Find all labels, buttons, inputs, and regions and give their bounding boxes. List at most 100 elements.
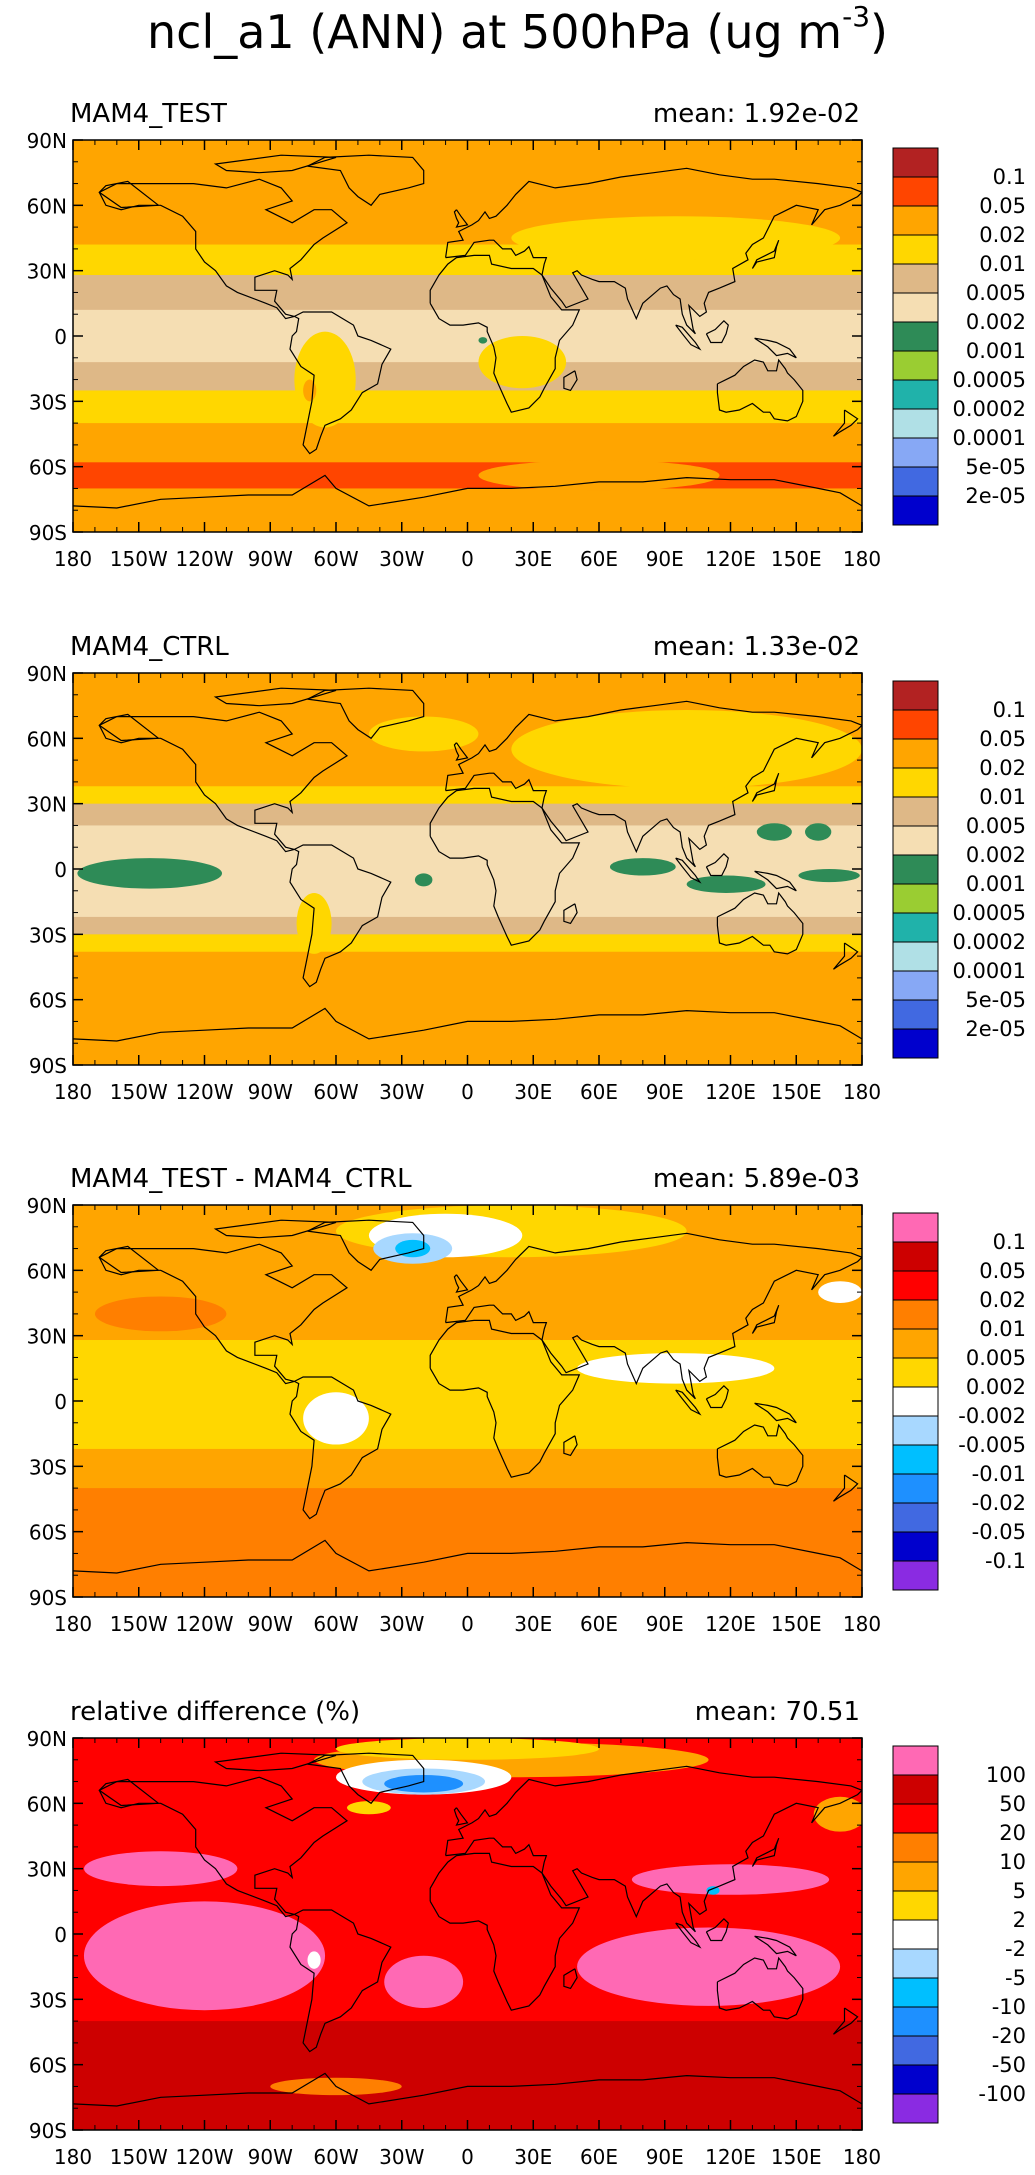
coastline: [213, 1752, 337, 1772]
coastline: [307, 1219, 425, 1272]
colorbar-label: 0.02: [979, 756, 1026, 780]
contour-region: [756, 823, 792, 841]
colorbar-label: 0.005: [966, 814, 1026, 838]
lon-label: 90W: [248, 1080, 293, 1104]
lon-label: 90E: [646, 1080, 684, 1104]
colorbar-diff: 0.1 0.05 0.02 0.01 0.005 0.002 -0.002 -0.005 -0.…: [892, 1212, 1026, 1591]
lat-label: 60S: [29, 2054, 67, 2078]
lat-label: 60S: [29, 456, 67, 480]
coastline: [213, 687, 337, 707]
colorbar-label: -5: [1005, 1966, 1026, 1990]
lat-label: 60N: [27, 194, 67, 218]
lon-label: 30E: [514, 1612, 552, 1636]
lon-label: 180: [54, 1612, 92, 1636]
lat-label: 0: [54, 858, 67, 882]
coastline: [98, 178, 349, 320]
colorbar-swatch: [892, 1212, 939, 1243]
lat-label: 90S: [29, 521, 67, 545]
colorbar-swatch: [892, 1832, 939, 1863]
colorbar-label: 0.005: [966, 281, 1026, 305]
contour-band: [73, 1488, 862, 1597]
coastline: [751, 239, 780, 269]
map-panel-ctrl: MAM4_CTRL mean: 1.33e-02 90N 60N 30N 0 30S 60S 9…: [27, 632, 1026, 1104]
colorbar-label: -0.002: [958, 1404, 1026, 1428]
colorbar-swatch: [892, 1386, 939, 1417]
coastline: [453, 742, 469, 761]
coastline: [73, 474, 862, 509]
colorbar-swatch: [892, 350, 939, 381]
coastline: [754, 337, 797, 359]
coastline: [73, 2072, 862, 2107]
colorbar-swatch: [892, 1774, 939, 1805]
contour-region: [686, 875, 766, 893]
lon-label: 0: [461, 1612, 474, 1636]
coastline: [307, 154, 425, 207]
lat-label: 30S: [29, 390, 67, 414]
lat-label: 90S: [29, 1586, 67, 1610]
contour-band: [73, 2021, 862, 2130]
lon-label: 90W: [248, 1612, 293, 1636]
lon-label: 120W: [176, 2145, 234, 2169]
lon-label: 0: [461, 547, 474, 571]
lon-label: 30W: [379, 547, 424, 571]
coastline: [675, 324, 702, 351]
colorbar-swatch: [892, 147, 939, 178]
lat-label: 90N: [27, 1194, 67, 1218]
colorbar-swatch: [892, 709, 939, 740]
lon-label: 60E: [580, 547, 618, 571]
coastline: [453, 209, 469, 228]
colorbar-label: 0.01: [979, 252, 1026, 276]
lon-label: 30W: [379, 1080, 424, 1104]
lon-label: 150W: [110, 1612, 168, 1636]
colorbar-swatch: [892, 796, 939, 827]
contour-region: [478, 460, 720, 491]
colorbar-label: -0.01: [972, 1462, 1026, 1486]
contour-region: [798, 869, 860, 883]
contour-band: [73, 1340, 862, 1449]
coastline: [754, 1935, 797, 1957]
colorbar-label: 5e-05: [965, 988, 1026, 1012]
colorbar-label: -50: [992, 2053, 1026, 2077]
colorbar-label: -0.02: [972, 1491, 1026, 1515]
contour-region: [577, 1927, 841, 2006]
colorbar-label: 5: [1013, 1879, 1026, 1903]
colorbar-swatch: [892, 941, 939, 972]
coastline: [716, 1423, 804, 1487]
colorbar-label: -0.05: [972, 1520, 1026, 1544]
colorbar-swatch: [892, 1745, 939, 1776]
coastline: [675, 857, 702, 884]
coastlines-test: [73, 154, 862, 509]
contour-fill-ctrl: [73, 673, 862, 1065]
colorbar-swatch: [892, 680, 939, 711]
lon-label: 120E: [705, 2145, 756, 2169]
colorbar-label: 0.002: [966, 1375, 1026, 1399]
panel-mean-rel: mean: 70.51: [695, 1697, 860, 1727]
colorbar-swatch: [892, 495, 939, 526]
contour-region: [83, 1901, 326, 2011]
lat-label: 30N: [27, 793, 67, 817]
colorbar-label: 0.05: [979, 1259, 1026, 1283]
panel-title-ctrl: MAM4_CTRL: [70, 632, 229, 662]
colorbar-swatch: [892, 1977, 939, 2008]
colorbar-label: 50: [999, 1792, 1026, 1816]
map-panel-diff: MAM4_TEST - MAM4_CTRL mean: 5.89e-03 90N 60…: [27, 1164, 1026, 1636]
lon-label: 180: [54, 2145, 92, 2169]
panel-title-test: MAM4_TEST: [70, 99, 227, 129]
colorbar-label: -0.1: [985, 1549, 1026, 1573]
contour-region: [83, 1851, 238, 1887]
coastline: [429, 254, 581, 413]
colorbar-swatch: [892, 2093, 939, 2124]
coastline: [98, 1243, 349, 1385]
lat-label: 30N: [27, 260, 67, 284]
coastline: [754, 870, 797, 892]
colorbar-swatch: [892, 883, 939, 914]
lat-label: 90S: [29, 2119, 67, 2143]
colorbar-label: 0.005: [966, 1346, 1026, 1370]
contour-fill-diff: [73, 1205, 862, 1597]
lon-label: 150E: [771, 1080, 822, 1104]
coastline: [213, 154, 337, 174]
coastline: [716, 358, 804, 422]
lon-label: 150E: [771, 1612, 822, 1636]
contour-region: [77, 858, 223, 889]
